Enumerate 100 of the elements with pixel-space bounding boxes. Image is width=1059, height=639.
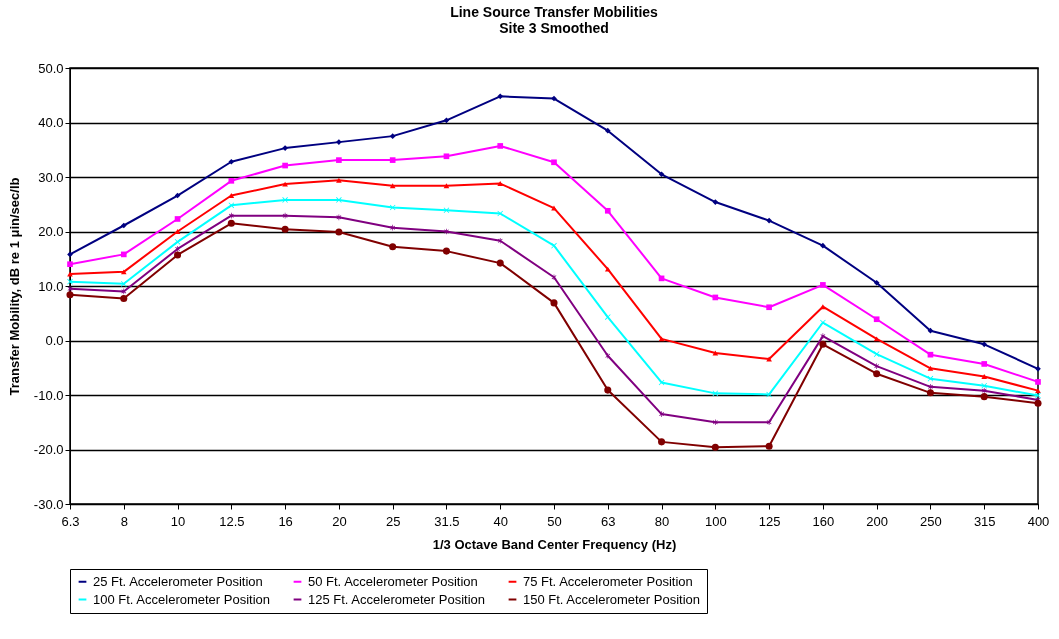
point [551, 242, 557, 249]
point [282, 197, 288, 203]
point [874, 363, 880, 369]
point [496, 259, 504, 267]
point [120, 280, 127, 287]
point [282, 162, 288, 169]
point [551, 159, 557, 166]
chart-subtitle: Site 3 Smoothed [499, 20, 609, 36]
point [389, 157, 396, 163]
x-tick-label: 125 [758, 513, 781, 529]
x-tick-label: 50 [547, 513, 562, 529]
legend-label: 125 Ft. Accelerometer Position [308, 591, 486, 607]
point [551, 95, 557, 102]
point [711, 443, 719, 451]
point [766, 217, 772, 224]
point [873, 351, 880, 357]
y-tick-label: 50.0 [38, 60, 64, 76]
point [67, 261, 73, 268]
point [443, 153, 450, 160]
y-tick-label: 20.0 [38, 224, 64, 239]
point [658, 336, 665, 342]
point [497, 143, 504, 149]
point [551, 205, 557, 211]
point [497, 93, 504, 100]
point [927, 327, 934, 334]
point [443, 183, 450, 189]
point [927, 365, 934, 371]
point [336, 157, 342, 163]
point [1034, 399, 1042, 407]
x-tick-label: 10 [170, 513, 186, 529]
x-tick-label: 400 [1027, 513, 1050, 529]
point [66, 291, 74, 299]
x-tick-label: 20 [332, 513, 347, 529]
y-tick-label: 40.0 [38, 115, 64, 130]
x-tick-label: 200 [866, 513, 889, 529]
y-tick-label: 10.0 [38, 278, 64, 294]
x-tick-label: 100 [704, 513, 727, 529]
point [981, 374, 988, 379]
point [926, 389, 934, 397]
x-axis-title: 1/3 Octave Band Center Frequency (Hz) [432, 536, 677, 552]
point [497, 237, 503, 244]
legend-label: 50 Ft. Accelerometer Position [308, 573, 478, 589]
x-tick-label: 40 [493, 513, 508, 529]
point [981, 387, 987, 394]
x-tick-label: 8 [120, 513, 128, 529]
point [873, 370, 881, 378]
x-tick-label: 12.5 [219, 513, 245, 529]
point [175, 246, 180, 252]
y-tick-label: -30.0 [33, 496, 64, 512]
point [282, 145, 288, 151]
point [766, 304, 772, 311]
point [389, 133, 396, 139]
point [281, 225, 289, 233]
y-tick-label: -20.0 [33, 442, 64, 457]
point [766, 391, 772, 398]
point [336, 177, 342, 183]
point [120, 222, 127, 229]
point [658, 171, 665, 178]
point [335, 228, 343, 236]
point [174, 251, 182, 259]
legend-label: 150 Ft. Accelerometer Position [523, 591, 701, 607]
point [174, 216, 181, 222]
point [389, 243, 397, 251]
point [604, 207, 611, 214]
x-tick-label: 250 [920, 513, 942, 529]
point [227, 219, 235, 227]
point [819, 340, 827, 348]
point [389, 183, 396, 189]
point [981, 382, 988, 389]
point [765, 442, 773, 450]
point [980, 393, 988, 401]
point [604, 266, 611, 272]
x-tick-label: 315 [973, 513, 996, 529]
point [442, 247, 450, 255]
point [228, 177, 235, 184]
point [712, 419, 718, 426]
point [604, 386, 612, 394]
point [550, 299, 558, 307]
point [121, 288, 127, 295]
chart-title: Line Source Transfer Mobilities [450, 4, 659, 20]
point [605, 352, 611, 359]
y-tick-label: 30.0 [38, 169, 64, 185]
point [282, 181, 288, 187]
y-tick-label: 0.0 [45, 333, 64, 348]
point [228, 193, 235, 198]
point [336, 139, 342, 145]
point [820, 242, 826, 249]
x-tick-label: 6.3 [61, 513, 80, 529]
point [820, 304, 826, 310]
point [1035, 392, 1041, 399]
point [120, 295, 128, 303]
point [658, 438, 666, 446]
point [873, 279, 880, 286]
x-tick-label: 160 [812, 513, 835, 529]
point [928, 384, 933, 390]
legend-label: 100 Ft. Accelerometer Position [93, 591, 271, 607]
point [873, 316, 880, 323]
x-tick-label: 31.5 [434, 513, 460, 529]
point [390, 224, 396, 231]
point [604, 314, 611, 320]
